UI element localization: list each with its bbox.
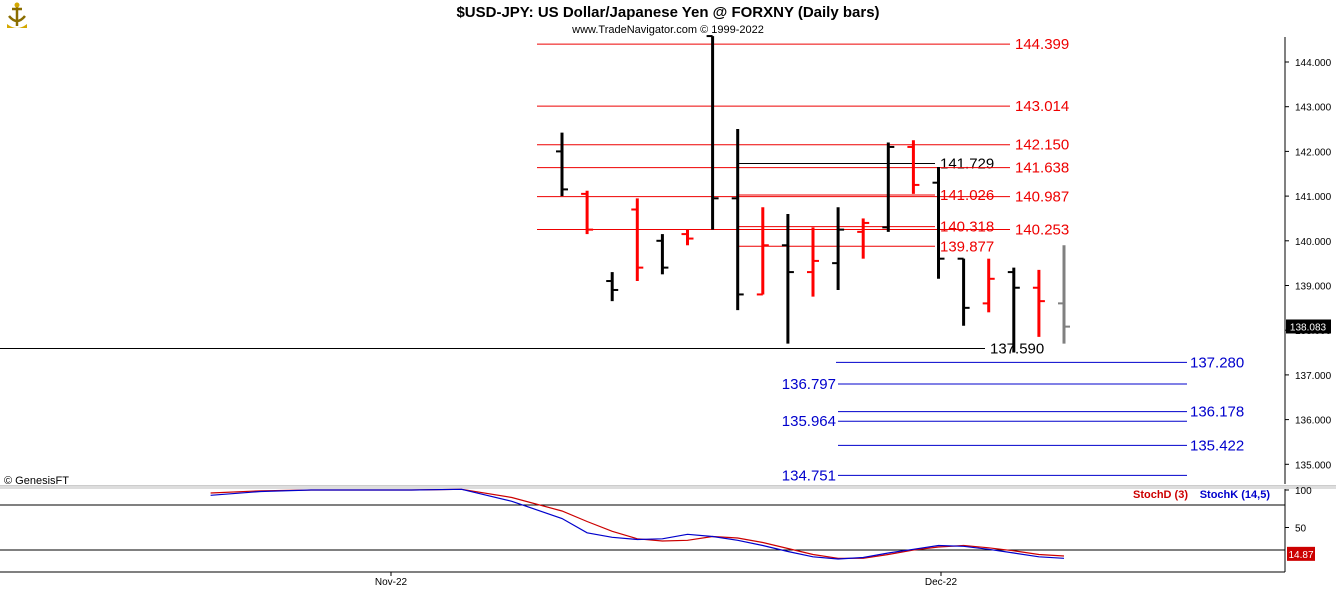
- level-label: 144.399: [1015, 36, 1069, 53]
- level-label: 141.638: [1015, 160, 1069, 177]
- ohlc-bar: [857, 218, 870, 259]
- level-label: 136.797: [782, 376, 836, 393]
- stoch-last-label: 14.87: [1288, 550, 1313, 561]
- level-label: 140.253: [1015, 221, 1069, 238]
- level-label: 143.014: [1015, 98, 1069, 115]
- ohlc-bar: [731, 129, 744, 311]
- ohlc-bar: [907, 140, 920, 194]
- stoch-grid: 100 50: [0, 486, 1312, 551]
- panel-divider[interactable]: [0, 486, 1336, 489]
- price-tick-label: 144.000: [1295, 58, 1332, 69]
- stoch-last-tag: 14.87: [1287, 546, 1315, 561]
- ohlc-bar: [957, 257, 970, 326]
- price-tick-label: 143.000: [1295, 103, 1332, 114]
- ohlc-bar: [932, 167, 945, 279]
- level-label: 137.280: [1190, 354, 1244, 371]
- ohlc-bar: [1058, 245, 1070, 344]
- ohlc-bar: [781, 213, 794, 344]
- ohlc-bars: [556, 35, 1070, 353]
- level-label: 141.026: [940, 187, 994, 204]
- title-bar: [0, 0, 1336, 22]
- level-label: 141.729: [940, 156, 994, 173]
- fib-levels: 144.399 143.014 142.150 141.729 141.638 141.0…: [0, 36, 1244, 484]
- date-axis: Nov-22 Dec-22: [375, 572, 958, 588]
- last-price-label: 138.083: [1290, 322, 1327, 333]
- price-tick-label: 139.000: [1295, 282, 1332, 293]
- chart-title: $USD-JPY: US Dollar/Japanese Yen @ FORXN…: [456, 4, 879, 21]
- last-price-tag: 138.083: [1286, 319, 1331, 334]
- ohlc-bar: [556, 132, 568, 197]
- chart-subtitle: www.TradeNavigator.com © 1999-2022: [571, 24, 764, 36]
- price-tick-label: 141.000: [1295, 192, 1332, 203]
- price-tick-label: 142.000: [1295, 147, 1332, 158]
- legend-stochk: StochK (14,5): [1200, 489, 1271, 501]
- stoch-last-bg: [1287, 546, 1315, 561]
- ohlc-bar: [581, 190, 594, 235]
- ohlc-bar: [631, 198, 644, 282]
- level-label: 135.422: [1190, 437, 1244, 454]
- price-tick-label: 135.000: [1295, 460, 1332, 471]
- ohlc-bar: [656, 234, 669, 275]
- ohlc-bar: [882, 142, 895, 232]
- price-tick-label: 137.000: [1295, 371, 1332, 382]
- level-label: 140.318: [940, 219, 994, 236]
- ohlc-bar: [681, 229, 694, 246]
- ohlc-bar: [807, 227, 819, 297]
- date-tick-label: Dec-22: [925, 577, 958, 588]
- ohlc-bar: [832, 207, 845, 290]
- stoch-legend: StochD (3) StochK (14,5): [1133, 489, 1270, 501]
- level-label: 137.590: [990, 341, 1044, 358]
- level-label: 136.178: [1190, 404, 1244, 421]
- trade-navigator-ship-icon[interactable]: [7, 2, 27, 29]
- ohlc-bar: [756, 207, 769, 296]
- stoch-series-line: [210, 488, 1065, 560]
- stochastic-panel: 100 50 StochD (3) StochK (14,5) 14.87: [0, 486, 1315, 572]
- ohlc-bar: [1007, 267, 1020, 353]
- level-label: 134.751: [782, 467, 836, 484]
- date-tick-label: Nov-22: [375, 577, 408, 588]
- level-label: 135.964: [782, 413, 836, 430]
- level-label: 142.150: [1015, 137, 1069, 154]
- stoch-lines: [210, 488, 1065, 560]
- level-label: 139.877: [940, 238, 994, 255]
- ohlc-bar: [706, 35, 719, 230]
- price-panel: 135.000136.000137.000138.000139.000140.0…: [0, 35, 1332, 487]
- ohlc-bar: [982, 258, 995, 313]
- level-label: 140.987: [1015, 189, 1069, 206]
- ohlc-bar: [1032, 269, 1045, 337]
- copyright-label: © GenesisFT: [4, 475, 69, 487]
- legend-stochd: StochD (3): [1133, 489, 1188, 501]
- price-tick-label: 136.000: [1295, 416, 1332, 427]
- stoch-tick-label: 50: [1295, 524, 1307, 535]
- price-tick-label: 140.000: [1295, 237, 1332, 248]
- stoch-tick-label: 100: [1295, 486, 1312, 497]
- last-price-bg: [1286, 319, 1331, 334]
- ohlc-bar: [606, 272, 619, 302]
